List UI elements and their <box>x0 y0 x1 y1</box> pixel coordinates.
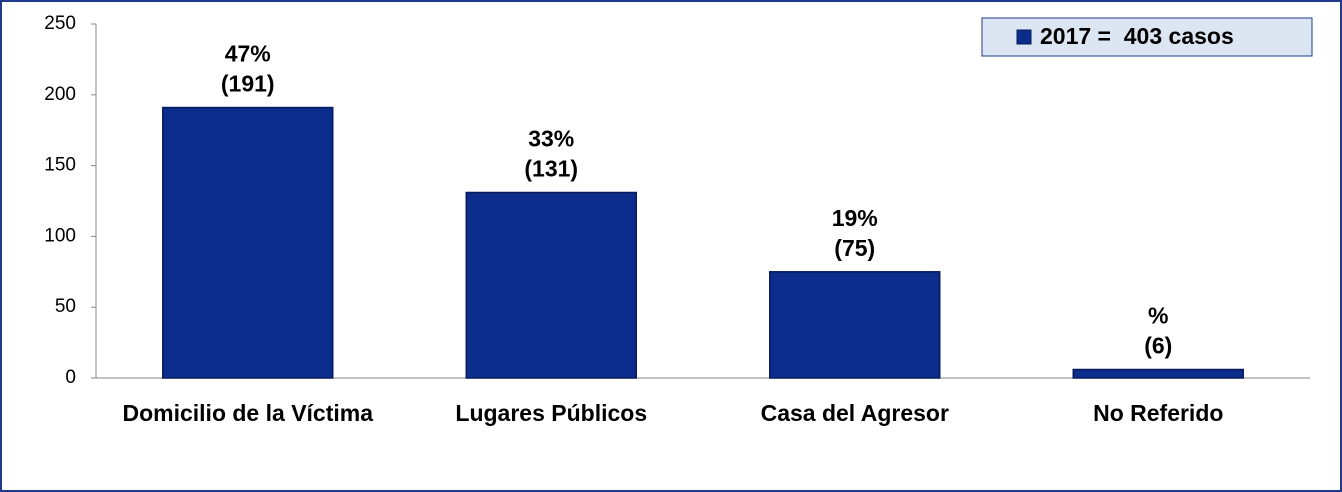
y-tick-label: 50 <box>55 296 76 317</box>
x-tick-label: Lugares Públicos <box>455 400 648 426</box>
legend-box <box>981 17 1313 57</box>
y-tick-label: 200 <box>44 84 76 105</box>
value-label: (131) <box>524 156 578 182</box>
legend-label: 2017 = 403 casos <box>1040 23 1234 49</box>
y-tick-label: 100 <box>44 225 76 246</box>
x-tick-label: Domicilio de la Víctima <box>122 400 374 426</box>
bar <box>769 271 941 379</box>
y-tick-label: 0 <box>65 367 76 388</box>
x-tick-label: Casa del Agresor <box>760 400 949 426</box>
percent-label: 19% <box>832 205 878 231</box>
bar <box>1072 368 1244 379</box>
legend-swatch <box>1016 29 1032 45</box>
value-label: (191) <box>221 71 275 97</box>
percent-label: 33% <box>528 126 574 152</box>
y-tick-label: 150 <box>44 155 76 176</box>
bar <box>465 191 637 379</box>
percent-label: % <box>1148 303 1168 329</box>
percent-label: 47% <box>225 41 271 67</box>
bar <box>162 106 334 379</box>
value-label: (75) <box>834 235 875 261</box>
y-tick-label: 250 <box>44 13 76 34</box>
x-tick-label: No Referido <box>1093 400 1224 426</box>
value-label: (6) <box>1144 333 1172 359</box>
